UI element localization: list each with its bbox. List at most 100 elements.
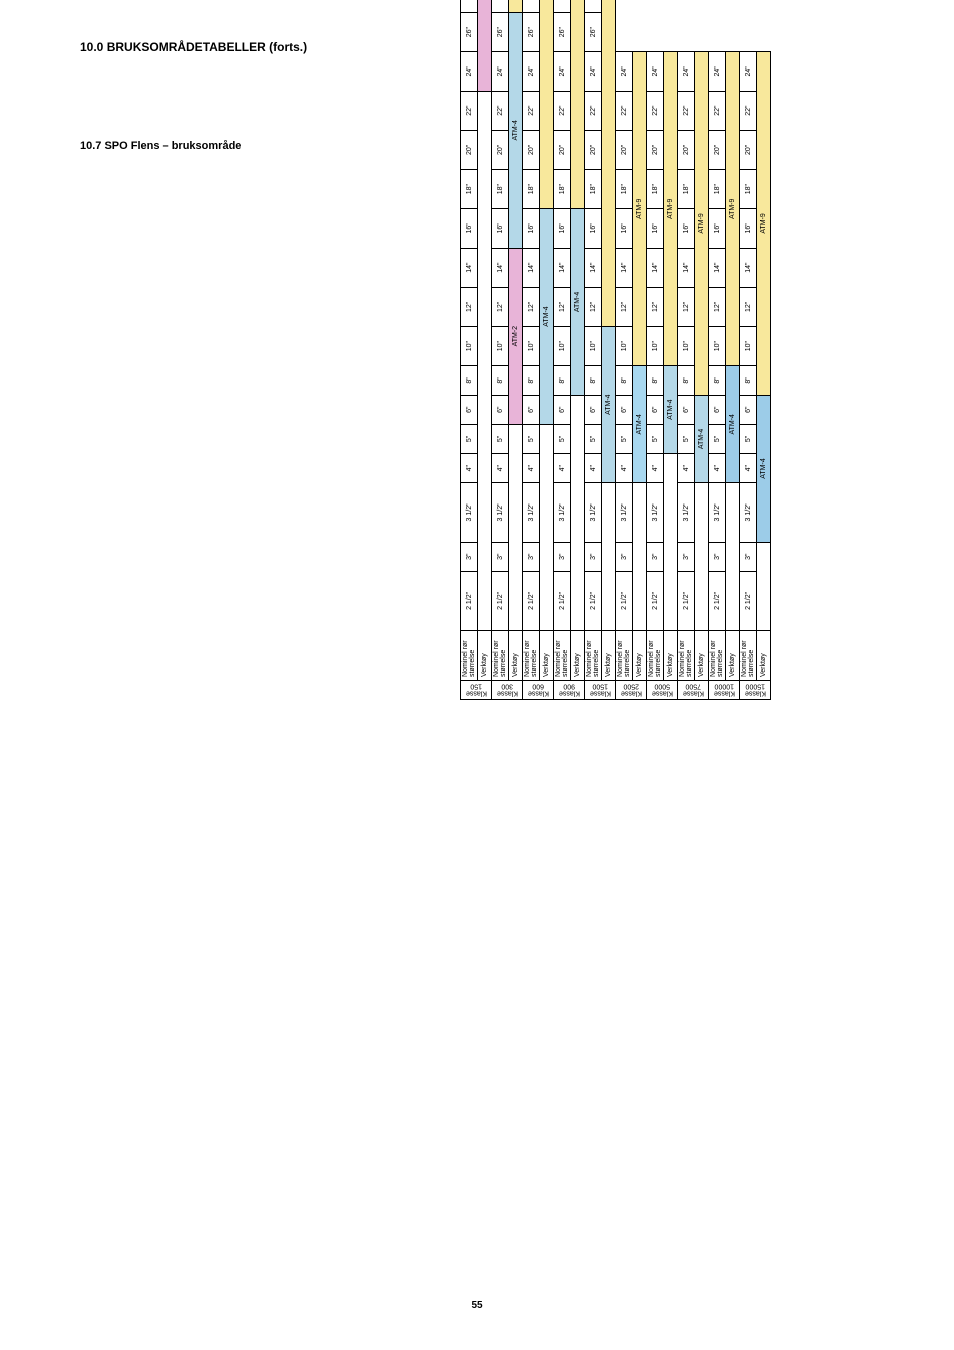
legend-note: Merk: Modellene ATM-4 og ATM-9 vises bar… — [846, 0, 857, 700]
tool-span: ATM-4 — [726, 366, 740, 483]
tool-blank — [633, 483, 647, 631]
tool-span: ATM-2 — [478, 0, 492, 91]
size-cell: 14" — [616, 248, 633, 287]
size-cell: 26" — [461, 13, 478, 52]
size-cell: 3 1/2" — [616, 483, 633, 542]
size-cell: 22" — [740, 91, 757, 130]
size-cell: 5" — [740, 424, 757, 453]
row-label-verktoy: Verktøy — [478, 631, 492, 681]
size-cell: 2 1/2" — [523, 571, 540, 630]
tool-blank — [664, 454, 678, 631]
size-cell: 6" — [709, 395, 726, 424]
size-cell: 8" — [492, 366, 509, 395]
size-cell: 24" — [740, 52, 757, 91]
size-cell: 16" — [616, 209, 633, 248]
tool-span: ATM-4 — [509, 13, 523, 249]
size-cell: 24" — [554, 52, 571, 91]
tool-blank — [478, 91, 492, 630]
size-cell: 2 1/2" — [709, 571, 726, 630]
size-cell: 20" — [554, 130, 571, 169]
size-cell: 14" — [461, 248, 478, 287]
tool-span: ATM-4 — [664, 366, 678, 454]
size-cell: 5" — [678, 424, 695, 453]
size-cell: 6" — [616, 395, 633, 424]
size-cell: 5" — [461, 424, 478, 453]
size-cell: 24" — [461, 52, 478, 91]
size-cell: 10" — [585, 327, 602, 366]
size-cell: 6" — [523, 395, 540, 424]
size-cell: 3 1/2" — [523, 483, 540, 542]
size-cell: 14" — [740, 248, 757, 287]
size-cell: 8" — [523, 366, 540, 395]
size-cell: 6" — [585, 395, 602, 424]
size-cell: 2 1/2" — [554, 571, 571, 630]
size-cell: 3" — [461, 542, 478, 571]
size-cell: 3 1/2" — [492, 483, 509, 542]
size-cell: 12" — [492, 287, 509, 326]
size-cell: 24" — [523, 52, 540, 91]
size-cell: 18" — [585, 170, 602, 209]
tool-span: ATM-2 — [509, 248, 523, 424]
size-cell: 28" — [554, 0, 571, 13]
size-cell: 5" — [523, 424, 540, 453]
spo-flens-table: Klasse 150Nominel rør størrelse2 1/2"3"3… — [460, 0, 771, 700]
size-cell: 24" — [647, 52, 664, 91]
size-cell: 20" — [740, 130, 757, 169]
size-cell: 4" — [616, 454, 633, 483]
size-cell: 16" — [492, 209, 509, 248]
row-label-nominel: Nominel rør størrelse — [616, 631, 633, 681]
size-cell: 18" — [523, 170, 540, 209]
size-cell: 20" — [461, 130, 478, 169]
size-cell: 2 1/2" — [740, 571, 757, 630]
size-cell: 16" — [523, 209, 540, 248]
size-cell: 12" — [461, 287, 478, 326]
size-cell: 20" — [616, 130, 633, 169]
size-cell: 8" — [616, 366, 633, 395]
size-cell: 22" — [709, 91, 726, 130]
size-cell: 16" — [461, 209, 478, 248]
size-cell: 10" — [523, 327, 540, 366]
size-cell: 4" — [585, 454, 602, 483]
size-cell: 3" — [709, 542, 726, 571]
klasse-cell: Klasse 10000 — [709, 681, 740, 700]
size-cell: 4" — [461, 454, 478, 483]
size-cell: 10" — [740, 327, 757, 366]
tool-span: ATM-4 — [695, 395, 709, 483]
size-cell: 2 1/2" — [461, 571, 478, 630]
size-cell: 20" — [492, 130, 509, 169]
size-cell: 3 1/2" — [740, 483, 757, 542]
row-label-nominel: Nominel rør størrelse — [709, 631, 726, 681]
size-cell: 26" — [492, 13, 509, 52]
size-cell: 8" — [585, 366, 602, 395]
size-cell: 18" — [616, 170, 633, 209]
row-label-nominel: Nominel rør størrelse — [678, 631, 695, 681]
row-label-verktoy: Verktøy — [602, 631, 616, 681]
size-cell: 3" — [554, 542, 571, 571]
row-label-verktoy: Verktøy — [540, 631, 554, 681]
size-cell: 3" — [678, 542, 695, 571]
size-cell: 16" — [709, 209, 726, 248]
size-cell: 4" — [554, 454, 571, 483]
size-cell: 6" — [554, 395, 571, 424]
size-cell: 4" — [492, 454, 509, 483]
size-cell: 24" — [616, 52, 633, 91]
size-cell: 12" — [616, 287, 633, 326]
row-label-verktoy: Verktøy — [664, 631, 678, 681]
row-label-verktoy: Verktøy — [633, 631, 647, 681]
size-cell: 6" — [461, 395, 478, 424]
row-label-nominel: Nominel rør størrelse — [740, 631, 757, 681]
size-cell: 3 1/2" — [709, 483, 726, 542]
size-cell: 3 1/2" — [678, 483, 695, 542]
klasse-cell: Klasse 600 — [523, 681, 554, 700]
size-cell: 18" — [678, 170, 695, 209]
row-label-nominel: Nominel rør størrelse — [461, 631, 478, 681]
size-cell: 22" — [616, 91, 633, 130]
size-cell: 3 1/2" — [554, 483, 571, 542]
size-cell: 28" — [523, 0, 540, 13]
size-cell: 18" — [709, 170, 726, 209]
size-cell: 3 1/2" — [647, 483, 664, 542]
size-cell: 3" — [585, 542, 602, 571]
size-cell: 5" — [647, 424, 664, 453]
size-cell: 14" — [585, 248, 602, 287]
page-title: 10.0 BRUKSOMRÅDETABELLER (forts.) — [80, 40, 307, 54]
